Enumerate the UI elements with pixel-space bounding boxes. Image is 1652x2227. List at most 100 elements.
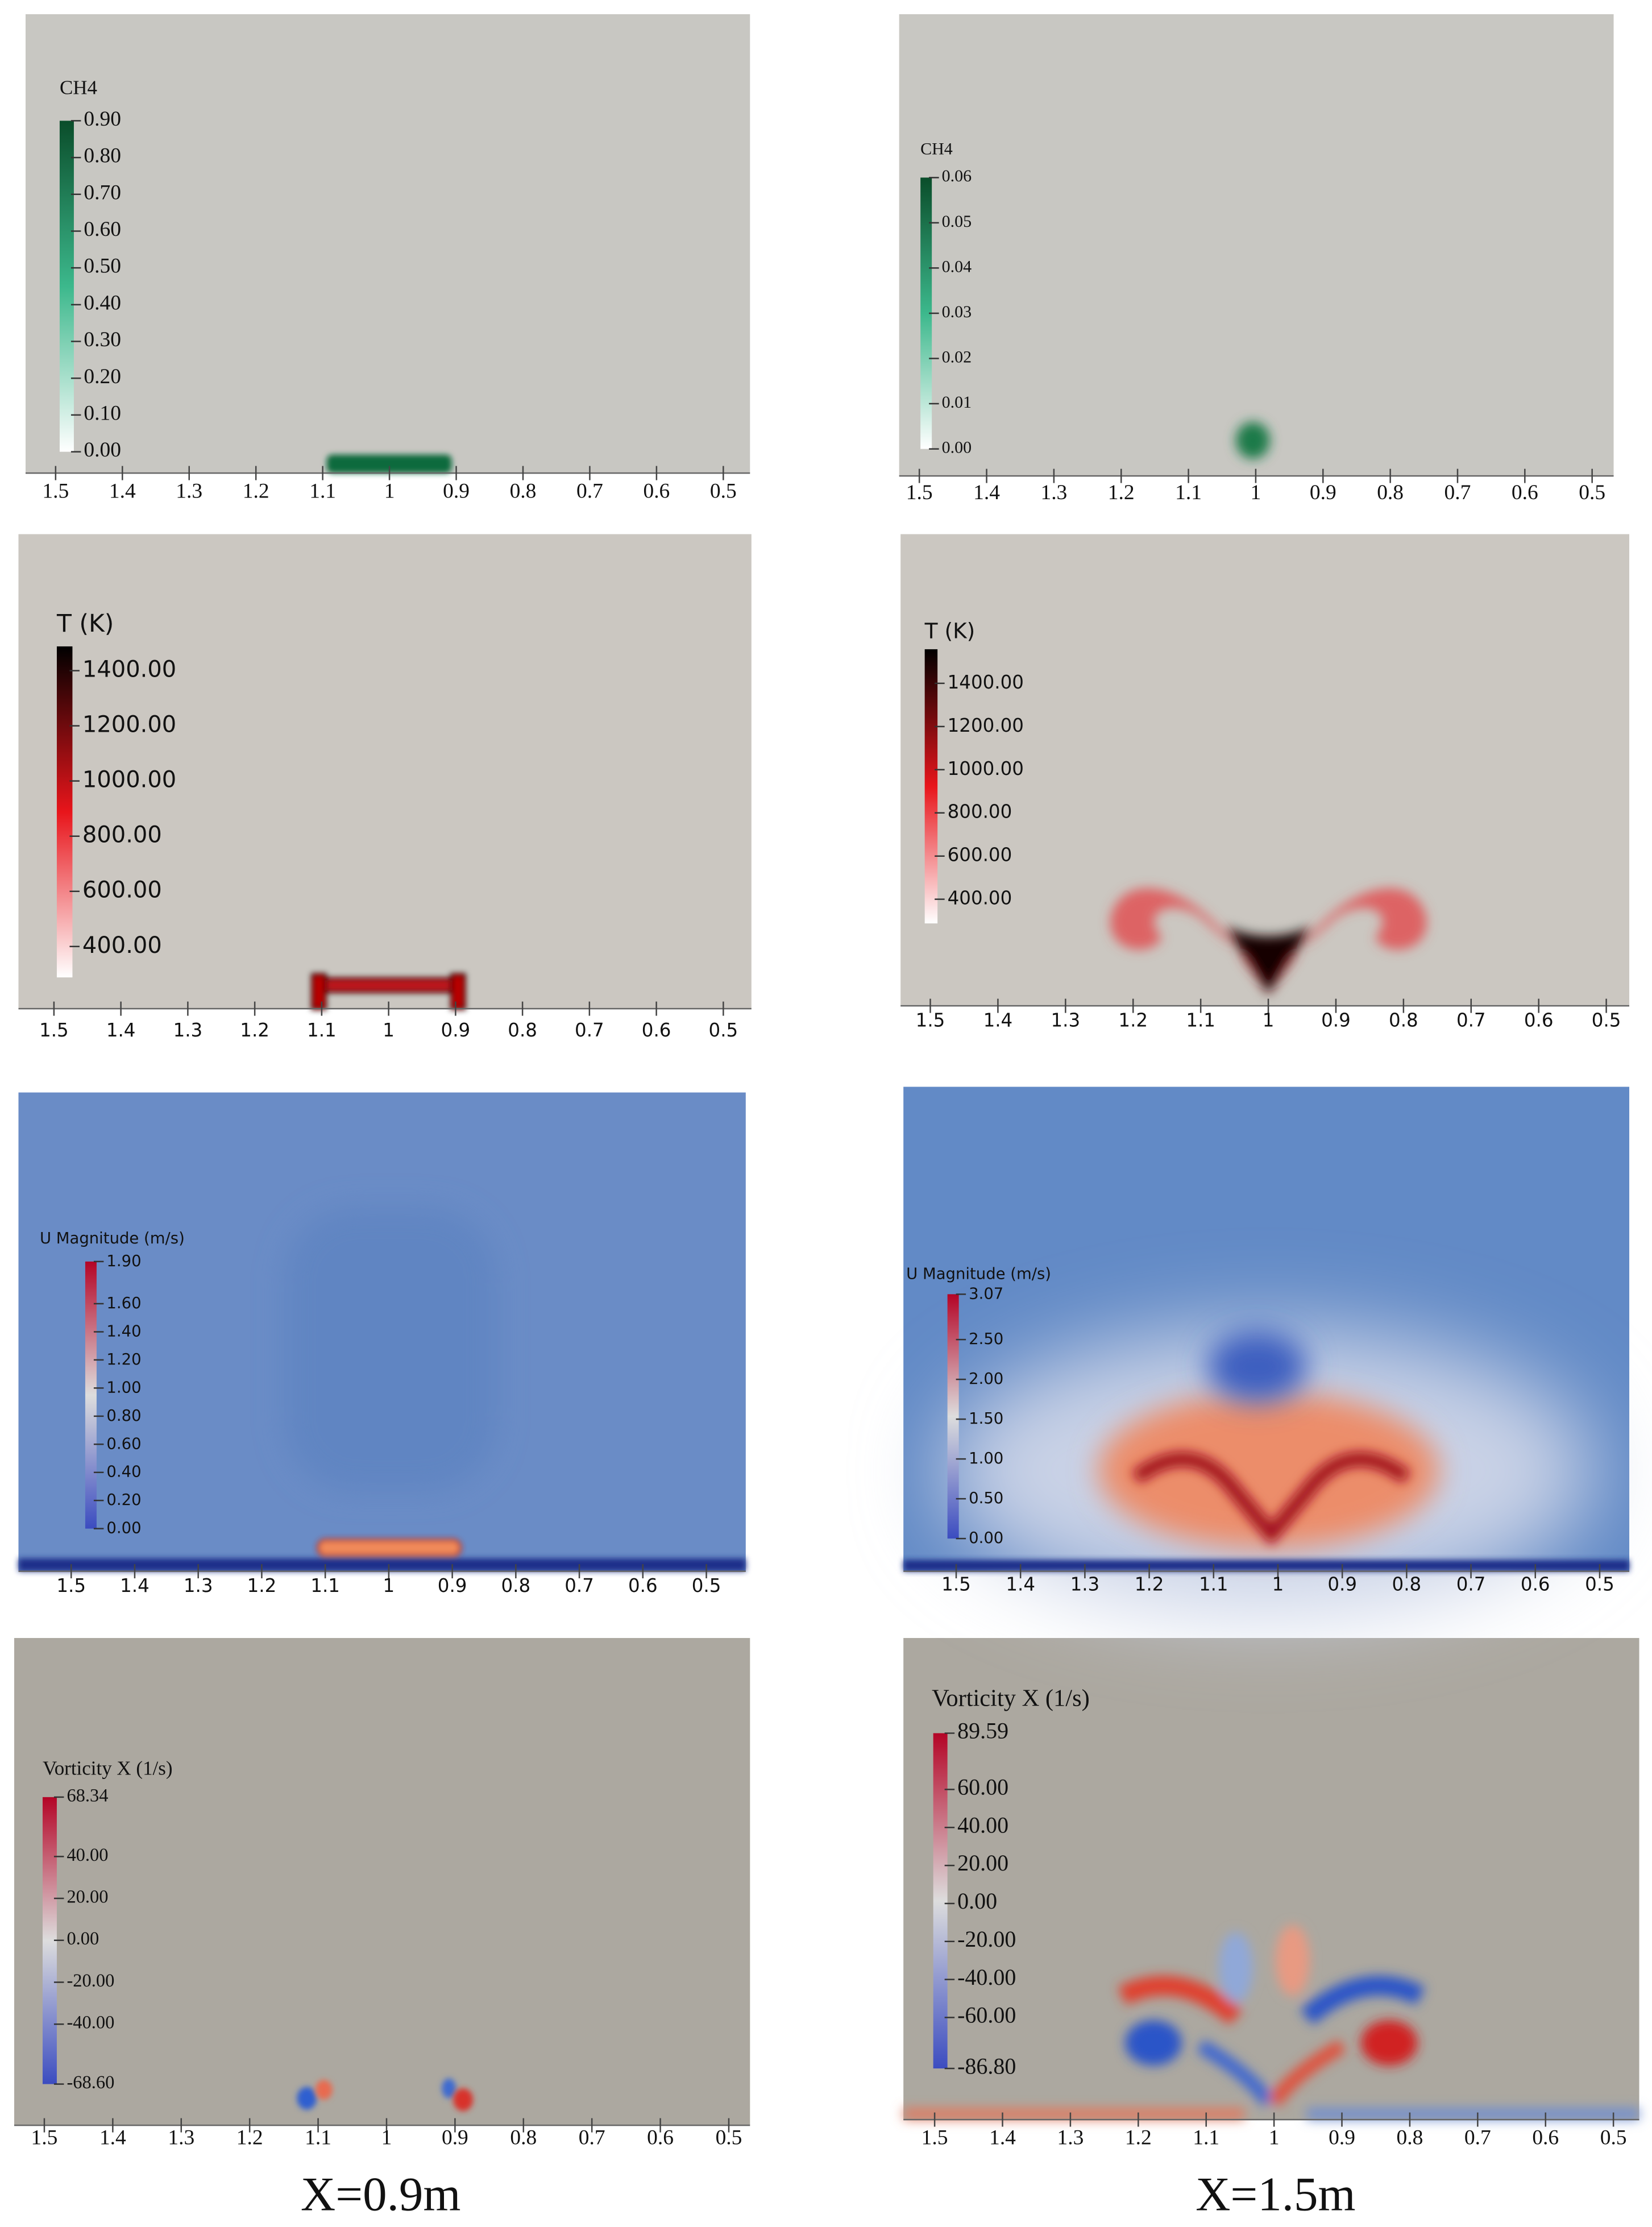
field-blob [903,1560,1630,1571]
colorbar-title: Vorticity X (1/s) [932,1685,1090,1712]
x-tick-label: 1.3 [184,1575,213,1596]
colorbar-tick-label: 0.00 [969,1529,1003,1547]
x-tick-label: 1.5 [941,1574,971,1595]
field-blob [311,973,466,1010]
colorbar-tick-label: 0.40 [84,291,121,314]
colorbar-tick-label: 2.00 [969,1370,1003,1388]
colorbar-tick-label: 0.00 [106,1519,141,1537]
colorbar-tick-label: 0.80 [106,1407,141,1425]
colorbar-tick-label: 400.00 [82,932,162,959]
x-tick-label: 1.5 [39,1019,69,1041]
plot-area [900,534,1630,1006]
colorbar-tick-label: 1000.00 [82,767,176,793]
x-tick-label: 1.2 [1135,1574,1164,1595]
colorbar-tick-label: -20.00 [67,1971,114,1991]
field-blob [317,1538,462,1557]
x-tick-label: 0.7 [1445,481,1471,504]
colorbar-tick-label: 1000.00 [948,758,1024,779]
colorbar-title: U Magnitude (m/s) [906,1264,1051,1283]
x-tick-label: 0.7 [575,1019,604,1041]
x-tick-label: 1.4 [106,1019,136,1041]
colorbar [85,1261,97,1529]
colorbar-tick-label: -60.00 [957,2002,1016,2028]
field-blob [1110,888,1427,995]
colorbar-tick-label: 0.02 [942,347,972,366]
field-blob [18,1558,746,1571]
x-tick-label: 1.5 [906,481,933,504]
caption: X=1.5m [1196,2168,1355,2221]
x-tick-label: 1 [1269,2126,1280,2150]
plot-area [18,534,752,1009]
colorbar-tick-label: 0.00 [67,1929,99,1949]
colorbar-tick-label: 0.60 [106,1434,141,1453]
x-tick-label: 0.7 [1456,1574,1486,1595]
colorbar-tick-label: 3.07 [969,1284,1003,1303]
x-tick-label: 1 [384,480,395,503]
colorbar-tick-label: 0.01 [942,393,972,412]
colorbar-tick-label: 1.20 [106,1350,141,1368]
field-blob [297,2087,317,2110]
colorbar-tick-label: 68.34 [67,1785,108,1806]
colorbar-tick-label: 0.50 [84,255,121,278]
field-blob [1098,1392,1439,1549]
colorbar-tick-label: 1.00 [969,1449,1003,1467]
colorbar-tick-label: -86.80 [957,2053,1016,2079]
colorbar-tick-label: 1.00 [106,1378,141,1396]
colorbar-tick-label: 20.00 [67,1887,108,1907]
colorbar-tick-label: 0.70 [84,181,121,204]
x-tick-label: 0.8 [508,1019,537,1041]
field-blob [315,2080,333,2100]
x-tick-label: 1.4 [989,2126,1016,2150]
colorbar [59,121,74,452]
x-tick-label: 1.3 [1051,1010,1080,1031]
x-tick-label: 0.8 [501,1575,531,1596]
x-tick-label: 1.1 [1186,1010,1215,1031]
colorbar-tick-label: 0.90 [84,107,121,131]
x-tick-label: 1.1 [309,480,336,503]
x-tick-label: 1.2 [1108,481,1135,504]
plot-area [25,14,750,474]
x-tick-label: 1.5 [56,1575,86,1596]
backgrounds [14,14,1639,2126]
colorbar-tick-label: -40.00 [957,1964,1016,1990]
colorbar-tick-label: 20.00 [957,1850,1008,1876]
x-tick-label: 0.5 [1600,2126,1627,2150]
field-blob [284,1207,497,1492]
field-blob [903,1925,1639,2120]
colorbar-tick-label: 1.40 [106,1322,141,1340]
colorbar-tick-label: 0.04 [942,257,972,276]
x-tick-label: 0.5 [1592,1010,1621,1031]
x-tick-label: 1.4 [973,481,1000,504]
colorbar-tick-label: 400.00 [948,888,1012,909]
caption: X=0.9m [301,2168,460,2221]
colorbar [947,1294,959,1539]
colorbar-tick-label: 40.00 [67,1845,108,1865]
field-blob [326,454,452,474]
x-tick-label: 1 [383,1019,395,1041]
axes: CH4 0.00 0.10 0.20 0.30 0.40 0.50 0.60 0.70 0.80 0… [14,76,1639,2150]
x-tick-label: 1.2 [247,1575,277,1596]
x-tick-label: 1 [1263,1010,1275,1031]
field-blob [442,2078,456,2099]
x-tick-label: 0.7 [1464,2126,1491,2150]
x-tick-label: 1.4 [983,1010,1013,1031]
colorbar-tick-label: 0.05 [942,212,972,231]
colorbar-title: CH4 [60,76,97,98]
colorbar-tick-label: 0.10 [84,402,121,425]
x-tick-label: 0.7 [1456,1010,1486,1031]
colorbar-tick-label: 0.20 [84,365,121,388]
x-tick-label: 1.2 [240,1019,269,1041]
colorbar [920,177,932,449]
x-tick-label: 0.9 [443,480,470,503]
plot-area [899,14,1614,476]
colorbar-tick-label: 1400.00 [948,671,1024,693]
x-tick-label: 1 [1251,481,1261,504]
x-tick-label: 0.9 [438,1575,467,1596]
x-tick-label: 1.3 [1057,2126,1084,2150]
colorbar [56,646,73,978]
x-tick-label: 0.6 [643,480,670,503]
x-tick-label: 1.1 [310,1575,340,1596]
colorbar-tick-label: 60.00 [957,1774,1008,1800]
x-tick-label: 0.5 [709,1019,738,1041]
x-tick-label: 1.1 [305,2126,331,2150]
